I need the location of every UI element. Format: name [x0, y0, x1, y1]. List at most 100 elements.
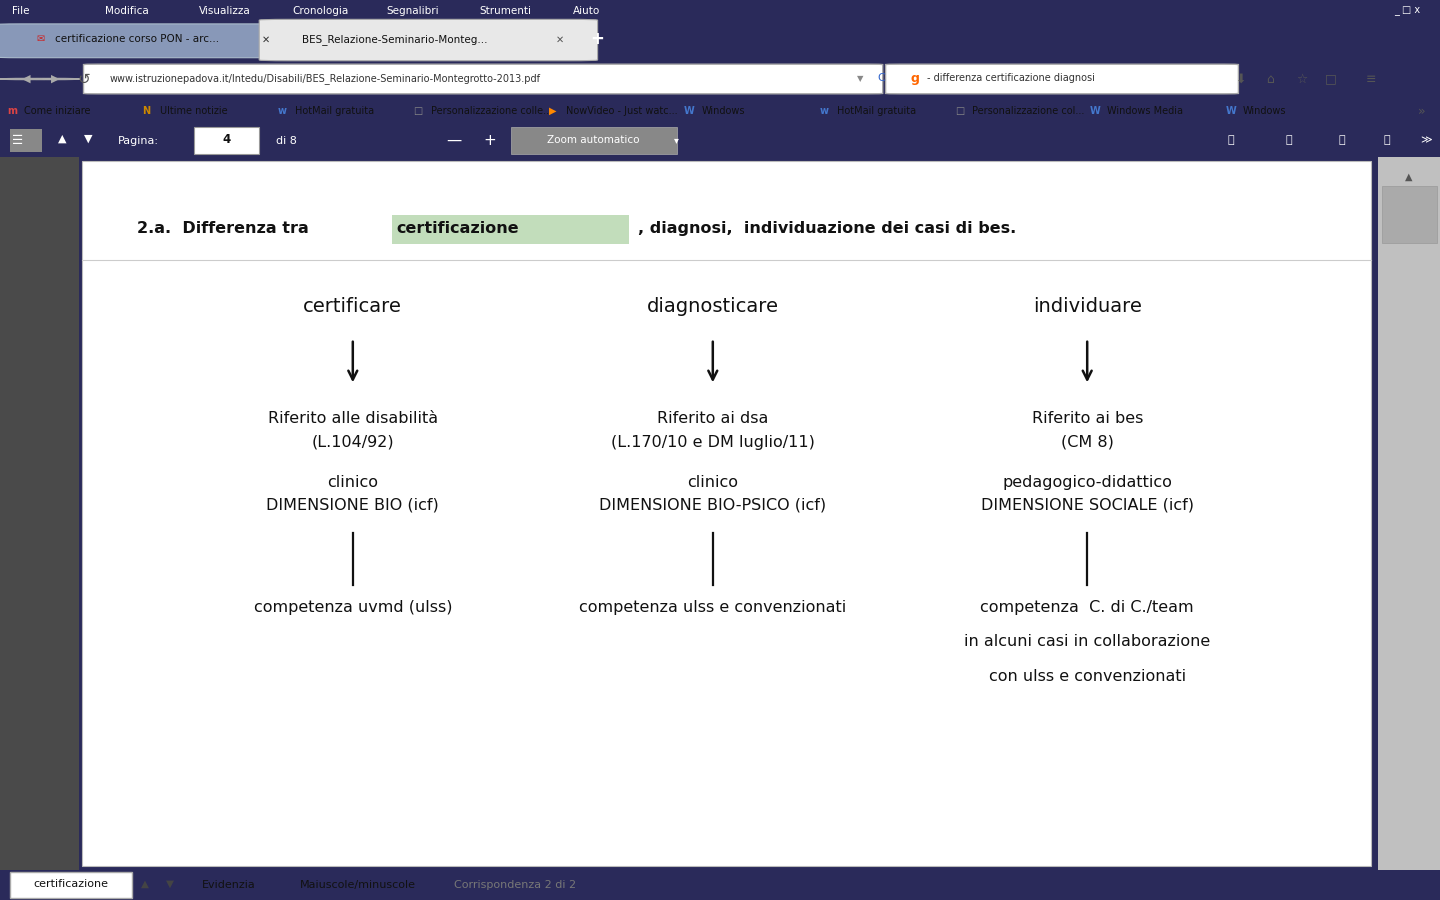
Text: —: — — [446, 133, 462, 148]
Text: pedagogico-didattico: pedagogico-didattico — [1002, 475, 1172, 491]
Text: certificazione: certificazione — [33, 879, 108, 889]
Text: clinico: clinico — [327, 475, 379, 491]
Text: diagnosticare: diagnosticare — [647, 297, 779, 316]
Text: ☰: ☰ — [12, 134, 23, 147]
FancyBboxPatch shape — [0, 24, 302, 58]
FancyBboxPatch shape — [84, 64, 883, 94]
Text: ▲: ▲ — [141, 878, 150, 888]
Text: certificazione: certificazione — [396, 220, 518, 236]
Text: Strumenti: Strumenti — [480, 6, 531, 16]
Text: ◀: ◀ — [22, 74, 30, 84]
Text: ⬇: ⬇ — [1236, 73, 1247, 86]
Circle shape — [0, 78, 52, 80]
Text: ▼: ▼ — [857, 74, 864, 83]
Text: Riferito ai dsa: Riferito ai dsa — [657, 411, 769, 427]
Bar — [1378, 157, 1440, 870]
Text: DIMENSIONE BIO-PSICO (icf): DIMENSIONE BIO-PSICO (icf) — [599, 498, 827, 512]
Bar — [194, 127, 259, 154]
Bar — [0, 157, 79, 870]
Text: DIMENSIONE SOCIALE (icf): DIMENSIONE SOCIALE (icf) — [981, 498, 1194, 512]
Text: HotMail gratuita: HotMail gratuita — [837, 106, 916, 116]
Text: 2.a.  Differenza tra: 2.a. Differenza tra — [137, 220, 314, 236]
Text: di 8: di 8 — [276, 136, 297, 146]
Text: □: □ — [413, 106, 422, 116]
Text: Personalizzazione col...: Personalizzazione col... — [972, 106, 1084, 116]
Text: Windows Media: Windows Media — [1107, 106, 1184, 116]
Text: Personalizzazione colle...: Personalizzazione colle... — [431, 106, 552, 116]
Text: »: » — [1418, 104, 1426, 118]
Circle shape — [29, 78, 81, 80]
Bar — [1382, 185, 1437, 243]
Text: 🖨: 🖨 — [1286, 136, 1292, 146]
Text: ✕: ✕ — [556, 34, 564, 44]
Text: File: File — [12, 6, 29, 16]
Text: individuare: individuare — [1032, 297, 1142, 316]
Text: _ □ x: _ □ x — [1394, 6, 1420, 16]
Text: Riferito alle disabilità: Riferito alle disabilità — [268, 411, 438, 427]
Text: Corrispondenza 2 di 2: Corrispondenza 2 di 2 — [454, 880, 576, 890]
Text: Windows: Windows — [701, 106, 744, 116]
Text: Come iniziare: Come iniziare — [24, 106, 91, 116]
Text: Aiuto: Aiuto — [573, 6, 600, 16]
Text: ⌂: ⌂ — [1266, 73, 1274, 86]
Text: www.istruzionepadova.it/Intedu/Disabili/BES_Relazione-Seminario-Montegrotto-2013: www.istruzionepadova.it/Intedu/Disabili/… — [109, 73, 540, 84]
FancyBboxPatch shape — [886, 64, 1238, 94]
Text: Riferito ai bes: Riferito ai bes — [1031, 411, 1143, 427]
Text: +: + — [484, 133, 497, 148]
Text: competenza  C. di C./team: competenza C. di C./team — [981, 600, 1194, 615]
FancyBboxPatch shape — [10, 872, 132, 897]
Text: , diagnosi,  individuazione dei casi di bes.: , diagnosi, individuazione dei casi di b… — [638, 220, 1017, 236]
Text: ≡: ≡ — [1365, 73, 1377, 86]
Text: 💾: 💾 — [1339, 136, 1345, 146]
Text: ≫: ≫ — [1420, 136, 1431, 146]
Text: NowVideo - Just watc...: NowVideo - Just watc... — [566, 106, 678, 116]
Text: ✕: ✕ — [262, 34, 271, 44]
Text: Pagina:: Pagina: — [118, 136, 158, 146]
Text: - differenza certificazione diagnosi: - differenza certificazione diagnosi — [927, 73, 1096, 83]
Text: w: w — [278, 106, 287, 116]
Text: W: W — [684, 106, 694, 116]
Text: Maiuscole/minuscole: Maiuscole/minuscole — [300, 880, 416, 890]
Text: ▼: ▼ — [166, 878, 174, 888]
Text: 4: 4 — [222, 133, 230, 147]
Text: m: m — [7, 106, 17, 116]
Text: BES_Relazione-Seminario-Monteg...: BES_Relazione-Seminario-Monteg... — [302, 34, 488, 45]
Text: C: C — [877, 73, 884, 83]
FancyBboxPatch shape — [511, 127, 677, 154]
Text: +: + — [590, 31, 605, 49]
Text: Windows: Windows — [1243, 106, 1286, 116]
Text: Segnalibri: Segnalibri — [386, 6, 439, 16]
Text: HotMail gratuita: HotMail gratuita — [295, 106, 374, 116]
FancyBboxPatch shape — [392, 215, 629, 244]
Text: W: W — [1225, 106, 1236, 116]
Text: Evidenzia: Evidenzia — [202, 880, 255, 890]
Text: w: w — [819, 106, 828, 116]
Text: 🔖: 🔖 — [1384, 136, 1390, 146]
Text: ☆: ☆ — [1296, 73, 1308, 86]
Text: certificazione corso PON - arc...: certificazione corso PON - arc... — [55, 34, 219, 44]
Text: Visualizza: Visualizza — [199, 6, 251, 16]
Text: Zoom automatico: Zoom automatico — [547, 135, 639, 145]
Text: ▼: ▼ — [84, 134, 92, 144]
Text: ▶: ▶ — [50, 74, 59, 84]
Text: ↺: ↺ — [78, 71, 89, 86]
Text: competenza uvmd (ulss): competenza uvmd (ulss) — [253, 600, 452, 615]
FancyBboxPatch shape — [259, 19, 598, 61]
Text: certificare: certificare — [304, 297, 402, 316]
Text: con ulss e convenzionati: con ulss e convenzionati — [989, 669, 1185, 684]
Text: clinico: clinico — [687, 475, 739, 491]
Text: DIMENSIONE BIO (icf): DIMENSIONE BIO (icf) — [266, 498, 439, 512]
Text: N: N — [143, 106, 151, 116]
Bar — [82, 160, 1371, 867]
Text: ⛶: ⛶ — [1228, 136, 1234, 146]
Text: ▲: ▲ — [1405, 172, 1413, 182]
Text: Ultime notizie: Ultime notizie — [160, 106, 228, 116]
Text: ✉: ✉ — [36, 34, 45, 44]
Text: (L.104/92): (L.104/92) — [311, 435, 395, 450]
Bar — [10, 129, 42, 152]
Text: □: □ — [955, 106, 963, 116]
Text: W: W — [1090, 106, 1100, 116]
Text: ▶: ▶ — [549, 106, 556, 116]
Text: competenza ulss e convenzionati: competenza ulss e convenzionati — [579, 600, 847, 615]
Text: □: □ — [1325, 73, 1336, 86]
